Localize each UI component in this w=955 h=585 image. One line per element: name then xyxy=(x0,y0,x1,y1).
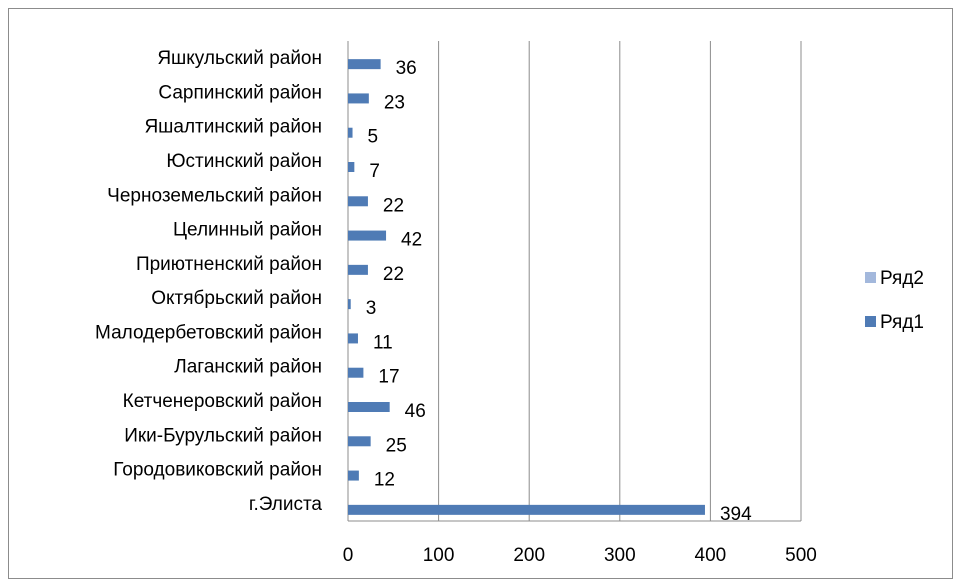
x-axis-ticks: 0 100 200 300 400 500 xyxy=(343,545,817,566)
bar-ryad1 xyxy=(348,230,387,241)
chart-frame: г.Элиста Городовиковский район Ики-Бурульс… xyxy=(8,8,953,579)
bar-ryad1 xyxy=(348,402,390,412)
bar-ryad1 xyxy=(348,93,369,104)
bar-chart: г.Элиста Городовиковский район Ики-Бурульс… xyxy=(95,41,924,566)
bar-ryad1 xyxy=(348,162,355,172)
category-labels: г.Элиста Городовиковский район Ики-Бурульс… xyxy=(95,48,322,515)
category-label: Яшалтинский район xyxy=(144,117,322,138)
data-label: 12 xyxy=(374,470,395,491)
data-label: 7 xyxy=(369,161,380,182)
x-tick-label: 500 xyxy=(785,545,817,566)
category-label: Кетченеровский район xyxy=(123,391,322,412)
category-label: Малодербетовский район xyxy=(95,322,322,343)
legend-label: Ряд1 xyxy=(880,312,924,333)
data-label: 36 xyxy=(396,58,417,79)
x-tick-label: 200 xyxy=(513,545,545,566)
data-label: 23 xyxy=(384,92,405,113)
x-tick-label: 0 xyxy=(343,545,354,566)
category-label: Октябрьский район xyxy=(151,288,322,309)
gridlines xyxy=(347,41,802,522)
bar-ryad1 xyxy=(348,299,351,310)
data-label: 22 xyxy=(383,195,404,216)
legend-swatch xyxy=(865,272,876,283)
x-tick-label: 100 xyxy=(423,545,455,566)
category-label: Юстинский район xyxy=(166,151,322,172)
bar-ryad1 xyxy=(348,59,381,70)
bar-ryad1 xyxy=(348,196,368,207)
category-label: Лаганский район xyxy=(174,357,322,378)
category-label: Черноземельский район xyxy=(107,185,322,206)
category-label: Целинный район xyxy=(173,220,322,241)
category-label: Яшкульский район xyxy=(157,48,322,69)
bar-ryad1 xyxy=(348,367,364,378)
category-label: Городовиковский район xyxy=(113,460,322,481)
data-label: 17 xyxy=(378,367,399,388)
category-label: Ики-Бурульский район xyxy=(124,425,322,446)
bar-ryad1 xyxy=(348,264,368,275)
category-label: Приютненский район xyxy=(136,254,322,275)
x-tick-label: 400 xyxy=(695,545,727,566)
x-tick-label: 300 xyxy=(604,545,636,566)
data-label: 42 xyxy=(401,230,422,251)
data-label: 11 xyxy=(373,332,393,353)
bar-ryad1 xyxy=(348,436,371,447)
bars xyxy=(348,59,705,515)
data-label: 22 xyxy=(383,264,404,285)
data-label: 3 xyxy=(366,298,377,319)
category-label: г.Элиста xyxy=(249,494,323,515)
data-label: 46 xyxy=(405,401,426,422)
category-label: Сарпинский район xyxy=(158,82,322,103)
data-label: 394 xyxy=(720,504,752,525)
legend-swatch xyxy=(865,316,876,327)
bar-ryad1 xyxy=(348,333,358,344)
bar-ryad1 xyxy=(348,504,705,515)
legend: Ряд2 Ряд1 xyxy=(865,268,924,333)
bar-ryad1 xyxy=(348,470,359,481)
bar-ryad1 xyxy=(348,127,353,138)
data-label: 5 xyxy=(368,127,379,148)
legend-label: Ряд2 xyxy=(880,268,924,289)
data-label: 25 xyxy=(386,435,407,456)
